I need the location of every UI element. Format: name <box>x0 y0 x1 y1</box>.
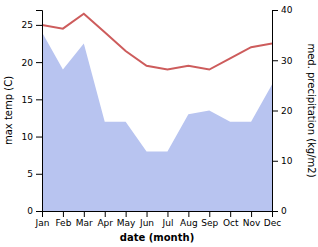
tick-mark <box>36 62 42 63</box>
tick: Jun <box>139 211 154 228</box>
tick-mark <box>36 25 42 26</box>
x-axis: Jan Feb Mar Apr MayJun Jul AugSep Oct NovDec <box>35 211 282 228</box>
tick-mark <box>272 161 278 162</box>
tick: May <box>117 211 136 228</box>
tick: Aug <box>180 211 198 228</box>
tick: 20 <box>22 57 42 67</box>
tick: 15 <box>22 95 42 105</box>
tick-label: Feb <box>55 218 71 228</box>
tick-mark <box>147 211 148 217</box>
tick: Mar <box>76 211 93 228</box>
tick-label: Dec <box>264 218 281 228</box>
tick-label: Jun <box>139 218 154 228</box>
tick: Sep <box>201 211 218 228</box>
chart: JanFebMarAprMayJunJulAugSepOctNovDec0510… <box>0 0 318 247</box>
tick-label: 20 <box>281 106 293 116</box>
tick-mark <box>272 211 278 212</box>
tick: 40 <box>272 5 293 15</box>
tick-mark <box>209 211 210 217</box>
tick-label: Jul <box>162 218 174 228</box>
tick-label: Jan <box>35 218 50 228</box>
tick: Dec <box>264 211 281 228</box>
chart-container: JanFebMarAprMayJunJulAugSepOctNovDec0510… <box>0 0 318 247</box>
tick-mark <box>272 10 278 11</box>
y-axis: 0 5 10 15 20 25 <box>22 11 43 217</box>
tick: 0 <box>272 206 287 216</box>
tick-label: May <box>117 218 136 228</box>
tick-mark <box>230 211 231 217</box>
tick-mark <box>272 111 278 112</box>
axis-line <box>43 212 273 218</box>
tick-mark <box>105 211 106 217</box>
tick: 20 <box>272 106 293 116</box>
tick-label: 25 <box>22 20 33 30</box>
tick-mark <box>36 99 42 100</box>
tick-mark <box>36 174 42 175</box>
tick-label: Nov <box>243 218 261 228</box>
tick: Jan <box>35 211 50 228</box>
tick: Feb <box>55 211 71 228</box>
x-axis-title: date (month) <box>120 232 194 243</box>
axis-line <box>36 11 43 212</box>
tick-label: Aug <box>180 218 198 228</box>
tick-label: Sep <box>201 218 218 228</box>
tick-label: Oct <box>223 218 239 228</box>
tick-mark <box>63 211 64 217</box>
tick-label: 10 <box>22 132 34 142</box>
tick-mark <box>126 211 127 217</box>
tick: Jul <box>162 211 174 228</box>
tick-mark <box>188 211 189 217</box>
tick-label: 0 <box>27 206 33 216</box>
tick-label: 10 <box>281 156 293 166</box>
precipitation-area <box>42 32 272 211</box>
tick: 10 <box>272 156 293 166</box>
tick-label: Apr <box>97 218 113 228</box>
tick-mark <box>167 211 168 217</box>
tick: Nov <box>243 211 261 228</box>
y2-axis-title: med. precipitation (kg/m2) <box>306 43 317 177</box>
tick: 25 <box>22 20 42 30</box>
tick-mark <box>84 211 85 217</box>
y-axis-title: max temp (C) <box>3 76 14 145</box>
y2-axis: 0 10 20 30 40 <box>272 5 293 216</box>
tick: 10 <box>22 132 42 142</box>
tick-label: 15 <box>22 95 33 105</box>
tick-label: 5 <box>27 169 33 179</box>
tick-label: 0 <box>281 206 287 216</box>
temperature-line <box>42 14 272 70</box>
tick: Apr <box>97 211 113 228</box>
plot-area: JanFebMarAprMayJunJulAugSepOctNovDec0510… <box>22 5 293 228</box>
tick-mark <box>251 211 252 217</box>
tick: 5 <box>27 169 42 179</box>
tick: 30 <box>272 56 293 66</box>
tick-label: Mar <box>76 218 93 228</box>
tick: Oct <box>223 211 239 228</box>
tick-mark <box>36 137 42 138</box>
axis-line <box>273 11 279 212</box>
tick-mark <box>272 60 278 61</box>
tick-label: 20 <box>22 57 34 67</box>
tick-mark <box>36 211 42 212</box>
tick-label: 40 <box>281 5 293 15</box>
tick-label: 30 <box>281 56 293 66</box>
tick: 0 <box>27 206 42 216</box>
marks <box>42 14 272 211</box>
